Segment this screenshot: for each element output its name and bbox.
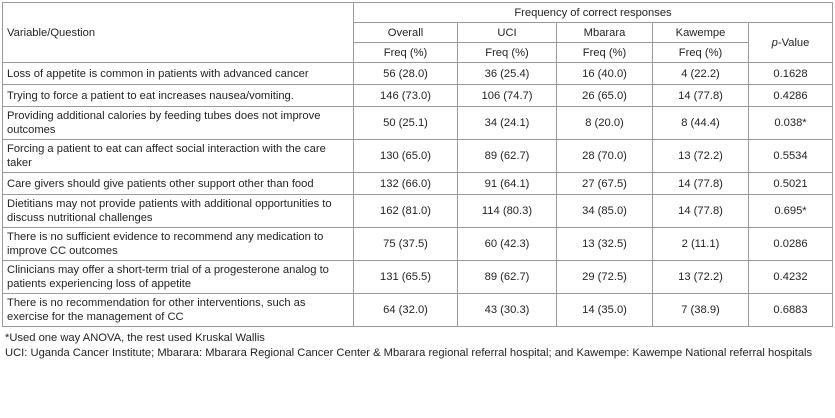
- cell-mbarara: 8 (20.0): [556, 106, 653, 140]
- cell-overall: 131 (65.5): [353, 260, 458, 294]
- cell-overall: 130 (65.0): [353, 139, 458, 173]
- row-question: Trying to force a patient to eat increas…: [2, 84, 354, 107]
- cell-kawempe: 13 (72.2): [652, 139, 749, 173]
- cell-overall: 132 (66.0): [353, 172, 458, 195]
- header-overall: Overall: [353, 22, 458, 43]
- cell-uci: 106 (74.7): [457, 84, 557, 107]
- cell-overall: 64 (32.0): [353, 293, 458, 327]
- cell-overall: 75 (37.5): [353, 227, 458, 261]
- footnote-anova: *Used one way ANOVA, the rest used Krusk…: [5, 332, 265, 344]
- cell-uci: 91 (64.1): [457, 172, 557, 195]
- row-question: Dietitians may not provide patients with…: [2, 194, 354, 228]
- pvalue-p: p: [771, 36, 778, 49]
- cell-pvalue: 0.1628: [748, 62, 833, 85]
- cell-pvalue: 0.6883: [748, 293, 833, 327]
- cell-kawempe: 14 (77.8): [652, 84, 749, 107]
- cell-overall: 56 (28.0): [353, 62, 458, 85]
- page: Variable/Question Frequency of correct r…: [2, 2, 833, 360]
- row-question: Care givers should give patients other s…: [2, 172, 354, 195]
- table-row: Forcing a patient to eat can affect soci…: [2, 139, 833, 173]
- cell-mbarara: 26 (65.0): [556, 84, 653, 107]
- table-row: Dietitians may not provide patients with…: [2, 194, 833, 228]
- header-kawempe: Kawempe: [652, 22, 749, 43]
- pvalue-rest: -Value: [777, 36, 810, 49]
- header-mbarara: Mbarara: [556, 22, 653, 43]
- cell-uci: 43 (30.3): [457, 293, 557, 327]
- cell-overall: 146 (73.0): [353, 84, 458, 107]
- cell-pvalue: 0.0286: [748, 227, 833, 261]
- header-variable-question: Variable/Question: [2, 2, 354, 63]
- table-row: Clinicians may offer a short-term trial …: [2, 260, 833, 294]
- cell-kawempe: 14 (77.8): [652, 194, 749, 228]
- row-question: There is no recommendation for other int…: [2, 293, 354, 327]
- sub-kawempe: Freq (%): [652, 42, 749, 63]
- cell-pvalue: 0.695*: [748, 194, 833, 228]
- cell-uci: 114 (80.3): [457, 194, 557, 228]
- cell-overall: 50 (25.1): [353, 106, 458, 140]
- cell-mbarara: 34 (85.0): [556, 194, 653, 228]
- header-row-top: Variable/Question Frequency of correct r…: [2, 2, 833, 63]
- header-frequency-group: Frequency of correct responses: [353, 2, 833, 23]
- frequency-table: Variable/Question Frequency of correct r…: [2, 2, 833, 327]
- cell-pvalue: 0.038*: [748, 106, 833, 140]
- cell-pvalue: 0.5021: [748, 172, 833, 195]
- cell-uci: 34 (24.1): [457, 106, 557, 140]
- cell-pvalue: 0.4232: [748, 260, 833, 294]
- cell-mbarara: 13 (32.5): [556, 227, 653, 261]
- cell-mbarara: 28 (70.0): [556, 139, 653, 173]
- row-question: Providing additional calories by feeding…: [2, 106, 354, 140]
- cell-uci: 89 (62.7): [457, 139, 557, 173]
- cell-mbarara: 16 (40.0): [556, 62, 653, 85]
- table-row: There is no recommendation for other int…: [2, 293, 833, 327]
- cell-pvalue: 0.5534: [748, 139, 833, 173]
- row-question: There is no sufficient evidence to recom…: [2, 227, 354, 261]
- table-row: Providing additional calories by feeding…: [2, 106, 833, 140]
- cell-mbarara: 29 (72.5): [556, 260, 653, 294]
- sub-uci: Freq (%): [457, 42, 557, 63]
- header-row-columns: Overall UCI Mbarara Kawempe p-Value: [3, 22, 833, 63]
- cell-uci: 60 (42.3): [457, 227, 557, 261]
- cell-kawempe: 7 (38.9): [652, 293, 749, 327]
- row-question: Clinicians may offer a short-term trial …: [2, 260, 354, 294]
- row-question: Loss of appetite is common in patients w…: [2, 62, 354, 85]
- cell-uci: 89 (62.7): [457, 260, 557, 294]
- row-question: Forcing a patient to eat can affect soci…: [2, 139, 354, 173]
- sub-mbarara: Freq (%): [556, 42, 653, 63]
- table-row: There is no sufficient evidence to recom…: [2, 227, 833, 261]
- cell-overall: 162 (81.0): [353, 194, 458, 228]
- cell-kawempe: 2 (11.1): [652, 227, 749, 261]
- cell-pvalue: 0.4286: [748, 84, 833, 107]
- table-row: Care givers should give patients other s…: [2, 172, 833, 195]
- table-row: Trying to force a patient to eat increas…: [2, 84, 833, 107]
- header-uci: UCI: [457, 22, 557, 43]
- table-row: Loss of appetite is common in patients w…: [2, 62, 833, 85]
- cell-kawempe: 14 (77.8): [652, 172, 749, 195]
- cell-kawempe: 13 (72.2): [652, 260, 749, 294]
- footnote-abbreviations: UCI: Uganda Cancer Institute; Mbarara: M…: [5, 346, 813, 359]
- cell-kawempe: 4 (22.2): [652, 62, 749, 85]
- sub-overall: Freq (%): [353, 42, 458, 63]
- cell-mbarara: 27 (67.5): [556, 172, 653, 195]
- cell-uci: 36 (25.4): [457, 62, 557, 85]
- header-pvalue: p-Value: [748, 22, 833, 63]
- table-footnotes: *Used one way ANOVA, the rest used Krusk…: [5, 331, 827, 360]
- cell-kawempe: 8 (44.4): [652, 106, 749, 140]
- cell-mbarara: 14 (35.0): [556, 293, 653, 327]
